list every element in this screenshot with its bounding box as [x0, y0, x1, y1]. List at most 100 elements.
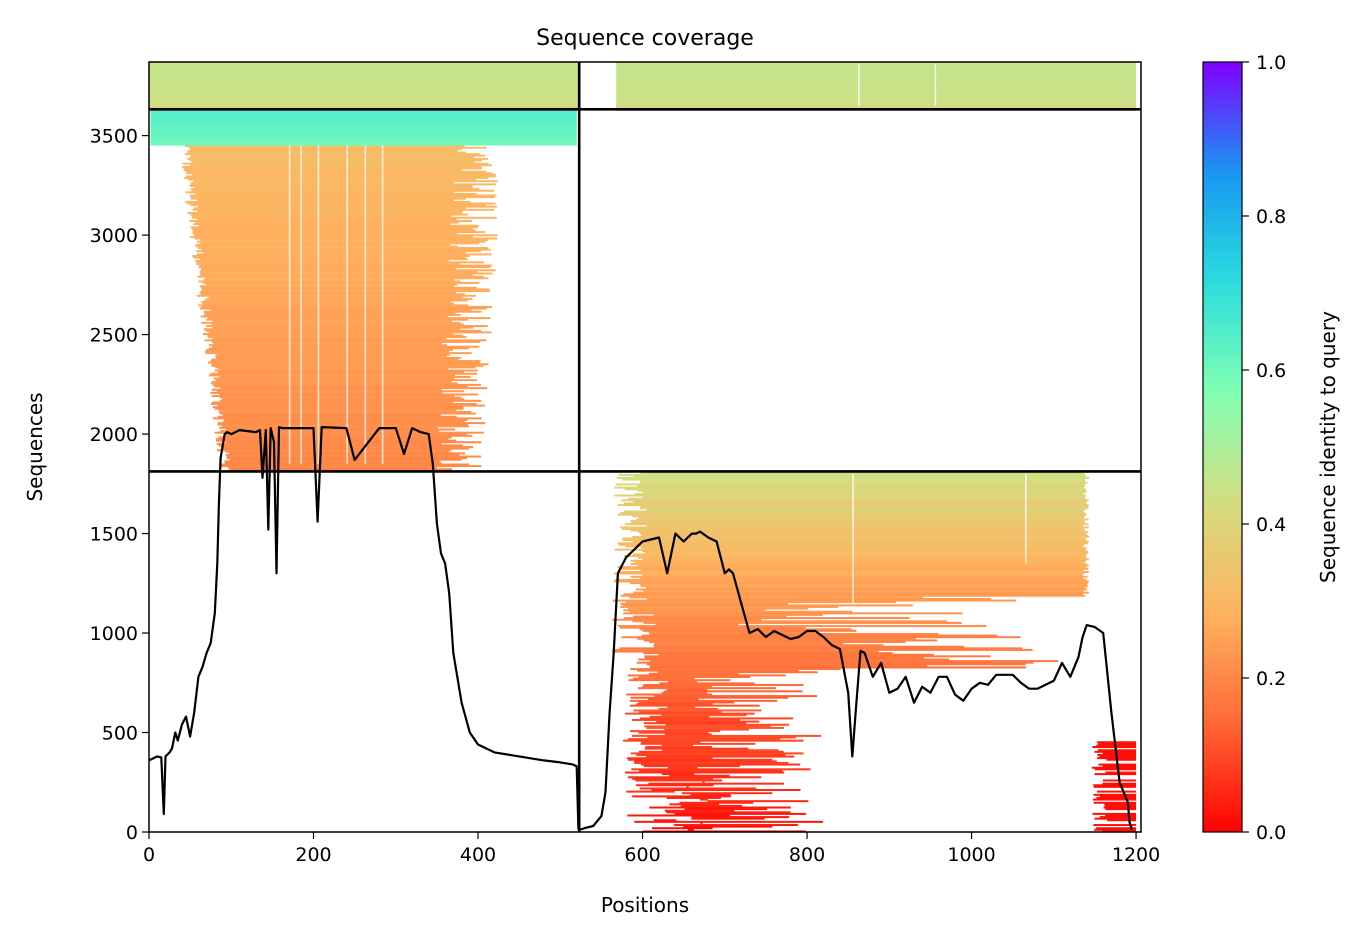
msa-row	[188, 178, 476, 181]
msa-row	[619, 626, 806, 629]
msa-row	[634, 492, 1084, 495]
msa-row	[181, 165, 482, 168]
msa-row	[644, 655, 991, 658]
gap-streak	[852, 473, 854, 604]
msa-row	[638, 687, 777, 690]
msa-row	[661, 691, 707, 694]
msa-row	[618, 473, 1086, 476]
plot-frame	[148, 61, 1142, 833]
msa-row	[210, 360, 481, 363]
msa-row-cterm	[1106, 758, 1137, 761]
msa-row	[192, 215, 452, 218]
msa-row	[210, 382, 458, 385]
msa-row	[624, 555, 1086, 558]
msa-row	[150, 127, 577, 130]
msa-row	[195, 192, 477, 195]
msa-row	[206, 297, 473, 300]
msa-row	[190, 154, 486, 157]
msa-row	[202, 332, 453, 335]
gap-streak	[381, 145, 384, 464]
msa-row	[190, 183, 496, 186]
msa-row	[639, 507, 1088, 510]
msa-row	[614, 572, 1085, 575]
msa-row-cterm	[1102, 752, 1137, 755]
msa-row	[641, 534, 1088, 537]
msa-row	[150, 111, 577, 114]
msa-row	[215, 439, 456, 442]
msa-row	[187, 151, 467, 154]
msa-row	[646, 663, 1026, 666]
msa-row	[640, 472, 1085, 475]
x-axis-label: Positions	[601, 893, 689, 917]
colorbar-label: Sequence identity to query	[1316, 311, 1340, 583]
msa-row	[649, 633, 939, 636]
msa-row-cterm	[1094, 773, 1137, 776]
msa-row-paired-a	[149, 83, 580, 86]
msa-row	[190, 197, 466, 200]
msa-row	[214, 431, 485, 434]
x-tick-label: 400	[460, 844, 496, 866]
msa-row	[219, 393, 478, 396]
msa-row	[667, 706, 696, 709]
msa-row	[643, 590, 1084, 593]
msa-row	[614, 548, 1086, 551]
msa-row	[636, 784, 714, 787]
msa-row	[630, 752, 804, 755]
msa-row	[220, 463, 470, 466]
msa-row-paired-a	[149, 69, 580, 72]
y-axis: 0 500 1000 1500 2000 2500 3000 3500	[90, 126, 149, 844]
msa-row	[190, 213, 468, 216]
msa-row-paired-b	[616, 62, 1137, 64]
msa-row	[185, 200, 471, 203]
msa-row	[212, 380, 452, 383]
msa-row	[190, 196, 495, 199]
msa-row	[214, 369, 478, 372]
msa-row	[627, 776, 762, 779]
msa-row	[150, 114, 577, 117]
msa-row	[615, 483, 1086, 486]
msa-row	[184, 145, 465, 148]
msa-row	[640, 569, 1084, 572]
msa-row-paired-b	[616, 87, 1137, 90]
msa-row	[654, 642, 844, 645]
msa-row	[687, 828, 695, 831]
colorbar-ticks: 0.0 0.2 0.4 0.6 0.8 1.0	[1242, 52, 1286, 844]
msa-row	[218, 410, 472, 413]
msa-row-paired-b	[616, 90, 1137, 93]
msa-row	[217, 422, 486, 425]
msa-row-cterm	[1093, 793, 1137, 796]
msa-row	[652, 827, 713, 830]
msa-row	[639, 628, 852, 631]
msa-row	[630, 529, 1086, 532]
msa-row	[223, 418, 468, 421]
colorbar	[1202, 61, 1243, 833]
msa-row	[643, 639, 938, 642]
msa-row	[612, 650, 879, 653]
msa-row-paired-b	[616, 98, 1137, 101]
msa-row	[640, 583, 1088, 586]
msa-row	[614, 580, 1089, 583]
msa-row	[625, 523, 1089, 526]
msa-row	[218, 436, 452, 439]
msa-row	[626, 757, 713, 760]
block-chain2-only	[612, 470, 1137, 832]
msa-row-paired-a	[149, 99, 580, 102]
msa-row	[191, 181, 455, 184]
coverage-line	[149, 426, 1134, 832]
msa-row	[669, 774, 730, 777]
msa-row-cterm	[1105, 771, 1137, 774]
msa-row-cterm	[1096, 790, 1137, 793]
msa-row	[626, 790, 675, 793]
msa-row-paired-a	[149, 101, 580, 104]
msa-row	[225, 428, 456, 431]
msa-row	[200, 274, 473, 277]
msa-row	[634, 820, 823, 823]
msa-row	[679, 801, 754, 804]
msa-row	[205, 283, 458, 286]
msa-row-paired-a	[149, 88, 580, 91]
msa-row	[208, 374, 455, 377]
msa-row-paired-b	[616, 74, 1137, 77]
msa-row	[193, 232, 458, 235]
msa-row	[638, 531, 1089, 534]
msa-row-paired-b	[616, 79, 1137, 82]
